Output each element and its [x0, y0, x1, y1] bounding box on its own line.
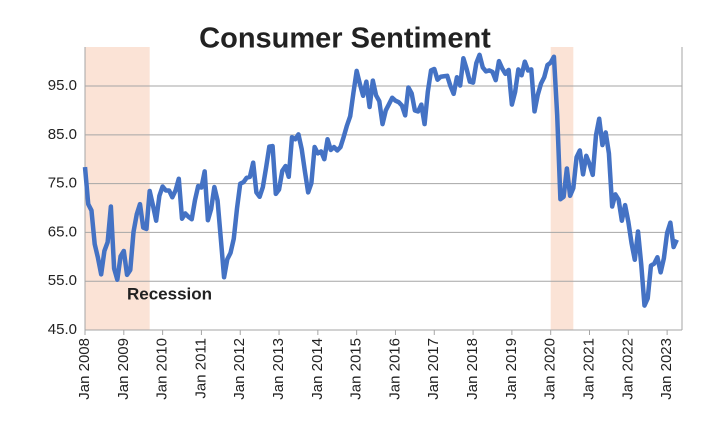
annotation: Recession [127, 284, 212, 303]
chart-title: Consumer Sentiment [199, 23, 491, 55]
x-tick-label: Jan 2009 [115, 338, 132, 400]
y-tick-label: 85.0 [48, 126, 77, 143]
y-tick-label: 55.0 [48, 272, 77, 289]
y-tick-label: 95.0 [48, 77, 77, 94]
x-tick-label: Jan 2014 [309, 338, 326, 400]
x-tick-label: Jan 2011 [192, 338, 209, 399]
x-tick-label: Jan 2021 [580, 338, 597, 400]
x-tick-label: Jan 2015 [348, 338, 365, 400]
x-tick-label: Jan 2013 [270, 338, 287, 400]
x-tick-label: Jan 2016 [386, 338, 403, 400]
x-tick-label: Jan 2017 [425, 338, 442, 400]
y-tick-label: 65.0 [48, 223, 77, 240]
x-tick-label: Jan 2020 [542, 338, 559, 400]
y-tick-label: 75.0 [48, 175, 77, 192]
series-line [82, 52, 679, 308]
x-tick-label: Jan 2012 [231, 338, 248, 400]
y-tick-label: 45.0 [48, 321, 77, 338]
x-tick-label: Jan 2023 [658, 338, 675, 400]
recession-band [85, 47, 150, 330]
x-tick-label: Jan 2019 [503, 338, 520, 400]
x-tick-label: Jan 2022 [619, 338, 636, 400]
x-tick-label: Jan 2018 [464, 338, 481, 400]
x-tick-label: Jan 2008 [76, 338, 93, 400]
x-tick-label: Jan 2010 [154, 338, 171, 400]
